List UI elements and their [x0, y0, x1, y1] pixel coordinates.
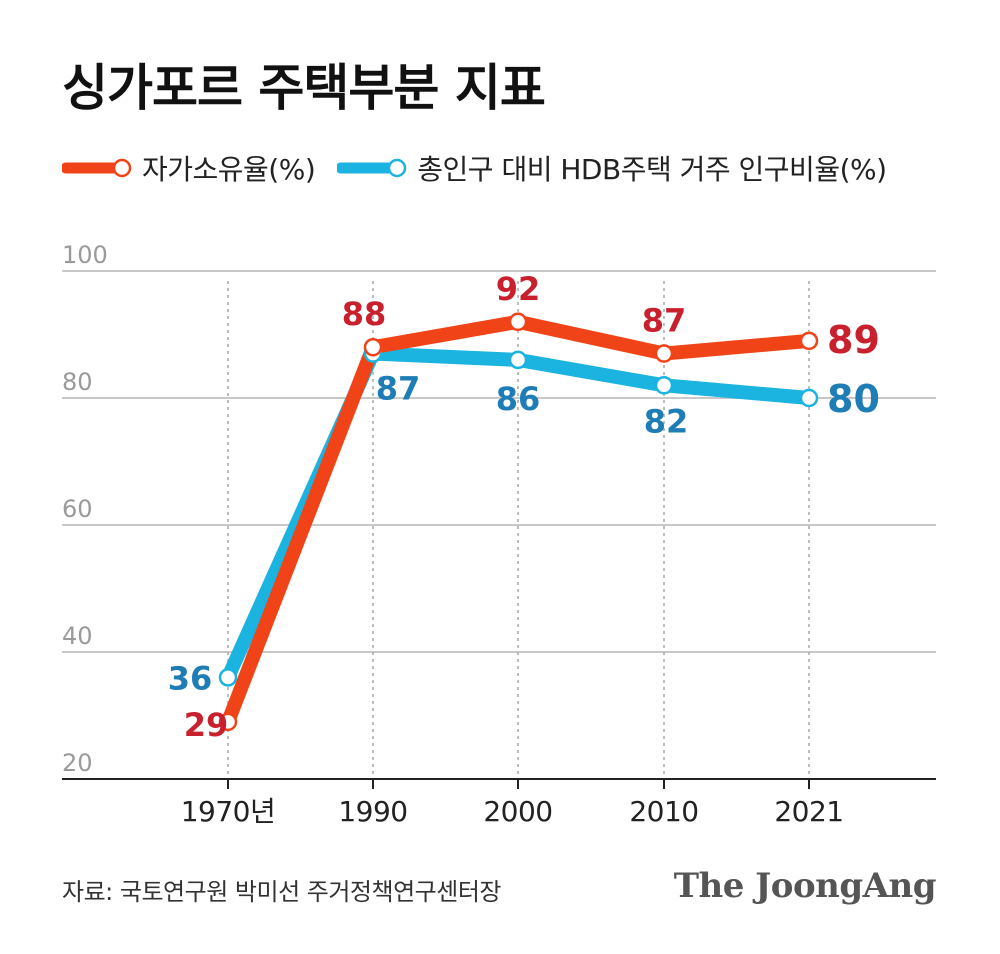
- data-label-series-0-2: 92: [496, 270, 541, 308]
- data-label-series-0-4: 89: [827, 318, 880, 362]
- chart-title: 싱가포르 주택부분 지표: [62, 59, 546, 117]
- series-1-point-4: [799, 388, 819, 408]
- data-label-series-0-3: 87: [642, 302, 687, 340]
- legend-marker-owner: [112, 158, 132, 178]
- data-label-series-0-0: 29: [184, 706, 229, 744]
- series-0-point-4: [799, 331, 819, 351]
- legend-label-owner: 자가소유율(%): [142, 153, 316, 186]
- data-label-series-1-1: 87: [376, 370, 421, 408]
- series-1-point-0: [218, 668, 238, 687]
- data-label-series-1-4: 80: [827, 377, 880, 421]
- series-0-point-1: [363, 337, 383, 357]
- series-0-point-3: [654, 344, 674, 363]
- data-label-series-1-3: 82: [644, 402, 689, 440]
- brand-logo: The JoongAng: [673, 866, 937, 906]
- y-tick-label-80: 80: [62, 368, 93, 396]
- legend: 자가소유율(%) 총인구 대비 HDB주택 거주 인구비율(%): [62, 148, 960, 188]
- x-tick-label-4: 2021: [774, 795, 843, 828]
- source-note: 자료: 국토연구원 박미선 주거정책연구센터장: [62, 878, 502, 906]
- legend-swatch-hdb: [337, 158, 407, 178]
- series-1-point-2: [508, 350, 528, 370]
- y-tick-label-60: 60: [62, 495, 93, 523]
- data-label-series-1-0: 36: [168, 659, 213, 697]
- series-1-point-3: [654, 376, 674, 395]
- x-tick-label-0: 1970년: [181, 795, 276, 828]
- data-label-series-1-2: 86: [496, 380, 541, 418]
- legend-item-hdb: 총인구 대비 HDB주택 거주 인구비율(%): [337, 148, 887, 188]
- y-tick-label-20: 20: [62, 749, 93, 777]
- data-label-series-0-1: 88: [342, 295, 387, 333]
- x-tick-label-2: 2000: [483, 795, 552, 828]
- series-0-point-0: [218, 712, 238, 732]
- y-tick-label-100: 100: [62, 241, 108, 269]
- legend-swatch-owner: [62, 158, 132, 178]
- legend-item-owner: 자가소유율(%): [62, 148, 316, 188]
- y-tick-label-40: 40: [62, 622, 93, 650]
- legend-label-hdb: 총인구 대비 HDB주택 거주 인구비율(%): [417, 153, 887, 186]
- series-0-point-2: [508, 312, 528, 332]
- legend-marker-hdb: [388, 158, 407, 178]
- x-tick-label-3: 2010: [629, 795, 698, 828]
- x-tick-label-1: 1990: [338, 795, 407, 828]
